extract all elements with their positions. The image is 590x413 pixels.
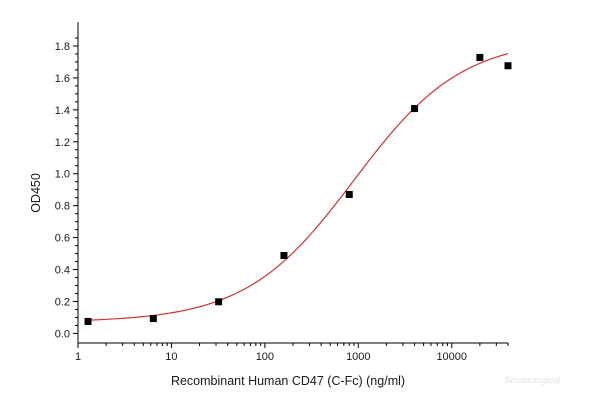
- data-point: [411, 105, 419, 113]
- y-tick-label: 0.0: [55, 328, 70, 340]
- x-axis-title: Recombinant Human CD47 (C-Fc) (ng/ml): [171, 374, 405, 388]
- y-tick-label: 0.8: [55, 201, 70, 213]
- fit-curve: [87, 53, 509, 321]
- data-point: [476, 53, 484, 61]
- data-points-layer: [84, 53, 512, 325]
- y-axis-title: OD450: [29, 173, 43, 213]
- x-tick-label: 10000: [436, 351, 467, 363]
- x-axis-ticks: 1 10 100 1000 10000: [75, 343, 509, 363]
- y-tick-label: 1.8: [55, 41, 70, 53]
- y-tick-label: 0.6: [55, 233, 70, 245]
- x-tick-label: 1000: [346, 351, 370, 363]
- watermark: Sinobiological: [504, 375, 561, 385]
- fit-curve-layer: [87, 53, 509, 321]
- y-tick-label: 1.0: [55, 169, 70, 181]
- data-point: [280, 251, 288, 259]
- data-point: [345, 190, 353, 198]
- y-tick-label: 1.6: [55, 73, 70, 85]
- y-tick-label: 0.2: [55, 296, 70, 308]
- data-point: [84, 317, 92, 325]
- y-tick-label: 0.4: [55, 265, 70, 277]
- y-tick-label: 1.4: [55, 105, 70, 117]
- x-tick-label: 1: [75, 351, 81, 363]
- data-point: [215, 298, 223, 306]
- x-tick-label: 10: [165, 351, 177, 363]
- data-point: [149, 315, 157, 323]
- y-tick-label: 1.2: [55, 137, 70, 149]
- y-axis-ticks: 0.0 0.2 0.4 0.6 0.8 1.0 1.2 1.4 1.6 1.8: [55, 37, 78, 340]
- x-tick-label: 100: [256, 351, 274, 363]
- data-point: [504, 62, 512, 70]
- plot-area: [77, 22, 508, 344]
